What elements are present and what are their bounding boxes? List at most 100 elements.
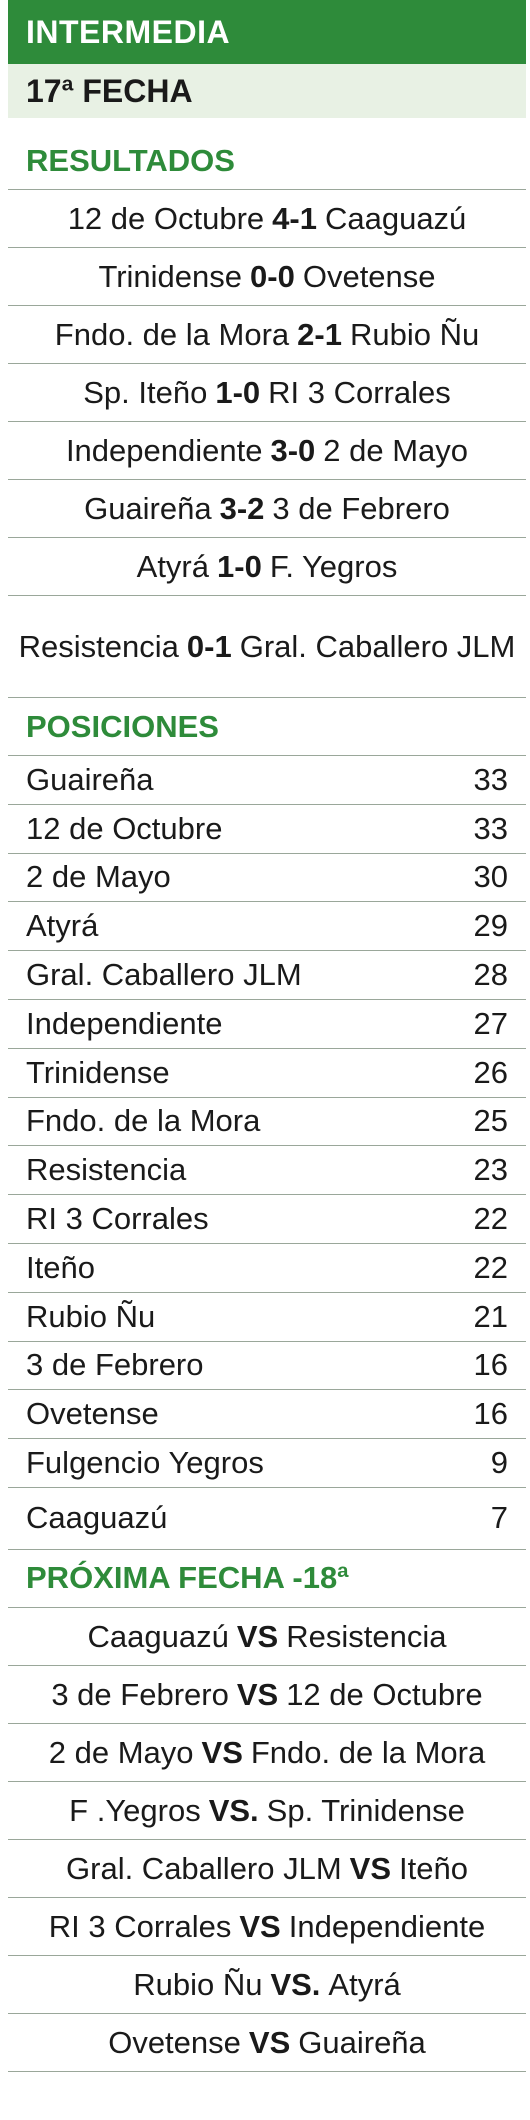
home-team: Caaguazú: [87, 1618, 229, 1654]
team-points: 22: [473, 1249, 508, 1285]
team-points: 22: [473, 1201, 508, 1237]
standings-table: Guaireña 33 12 de Octubre 33 2 de Mayo 30 Atyr…: [8, 756, 526, 1550]
fixture-row: 3 de Febrero VS 12 de Octubre: [8, 1666, 526, 1724]
away-team: RI 3 Corrales: [268, 374, 451, 410]
team-points: 33: [473, 810, 508, 846]
match-score: 3-2: [219, 490, 265, 526]
versus-label: VS.: [208, 1792, 259, 1828]
home-team: 12 de Octubre: [67, 200, 265, 236]
next-round-list: Caaguazú VS Resistencia 3 de Febrero VS 12 de…: [8, 1608, 526, 2072]
versus-label: VS: [236, 1618, 279, 1654]
standings-row: Fndo. de la Mora 25: [8, 1098, 526, 1147]
standings-row: Fulgencio Yegros 9: [8, 1439, 526, 1488]
match-score: 0-1: [186, 628, 232, 664]
away-team: 12 de Octubre: [286, 1676, 483, 1712]
team-name: Ovetense: [26, 1396, 159, 1432]
team-points: 29: [473, 908, 508, 944]
result-row: 12 de Octubre 4-1 Caaguazú: [8, 190, 526, 248]
standings-row: Guaireña 33: [8, 756, 526, 805]
home-team: Resistencia: [18, 628, 179, 664]
team-points: 30: [473, 859, 508, 895]
home-team: Ovetense: [108, 2024, 241, 2060]
team-name: 12 de Octubre: [26, 810, 223, 846]
home-team: Atyrá: [136, 548, 209, 584]
home-team: 2 de Mayo: [48, 1734, 194, 1770]
fixture-row: Rubio Ñu VS. Atyrá: [8, 1956, 526, 2014]
fixture-row: Caaguazú VS Resistencia: [8, 1608, 526, 1666]
team-name: Atyrá: [26, 908, 99, 944]
away-team: Resistencia: [286, 1618, 447, 1654]
versus-label: VS: [239, 1908, 281, 1944]
result-row: Guaireña 3-2 3 de Febrero: [8, 480, 526, 538]
away-team: Fndo. de la Mora: [250, 1734, 486, 1770]
standings-row: Resistencia 23: [8, 1146, 526, 1196]
team-points: 33: [473, 761, 508, 797]
result-row: Atyrá 1-0 F. Yegros: [8, 538, 526, 596]
team-points: 28: [473, 957, 508, 993]
next-round-title: PRÓXIMA FECHA -18ª: [8, 1550, 526, 1608]
standings-row: 12 de Octubre 33: [8, 805, 526, 854]
versus-label: VS: [236, 1676, 279, 1712]
versus-label: VS: [248, 2024, 291, 2060]
panel-title: INTERMEDIA: [8, 0, 526, 64]
team-points: 26: [473, 1054, 508, 1090]
standings-row: Atyrá 29: [8, 902, 526, 952]
home-team: Sp. Iteño: [83, 374, 208, 410]
away-team: Ovetense: [302, 258, 436, 294]
standings-row: Trinidense 26: [8, 1049, 526, 1098]
team-name: Caaguazú: [26, 1500, 168, 1536]
fixture-row: Gral. Caballero JLM VS Iteño: [8, 1840, 526, 1898]
team-name: 2 de Mayo: [26, 859, 171, 895]
standings-title: POSICIONES: [8, 698, 526, 756]
results-list: 12 de Octubre 4-1 Caaguazú Trinidense 0-0 Ove…: [8, 190, 526, 698]
team-name: 3 de Febrero: [26, 1347, 204, 1383]
away-team: 3 de Febrero: [272, 490, 450, 526]
standings-row: Independiente 27: [8, 1000, 526, 1049]
match-score: 4-1: [272, 200, 317, 236]
versus-label: VS.: [270, 1966, 321, 2002]
standings-row: Rubio Ñu 21: [8, 1293, 526, 1342]
away-team: Caaguazú: [324, 200, 467, 236]
team-points: 27: [473, 1005, 508, 1041]
round-label: 17ª FECHA: [8, 64, 526, 124]
standings-row: Ovetense 16: [8, 1390, 526, 1440]
match-score: 1-0: [217, 548, 262, 584]
match-score: 3-0: [270, 432, 316, 468]
standings-row: Iteño 22: [8, 1244, 526, 1293]
home-team: F .Yegros: [69, 1792, 201, 1828]
team-name: Iteño: [26, 1249, 95, 1285]
standings-row: 2 de Mayo 30: [8, 854, 526, 903]
match-score: 0-0: [250, 258, 295, 294]
versus-label: VS: [201, 1734, 243, 1770]
team-name: Guaireña: [26, 761, 154, 797]
away-team: Rubio Ñu: [349, 316, 480, 352]
home-team: RI 3 Corrales: [48, 1908, 232, 1944]
team-points: 25: [473, 1103, 508, 1139]
team-name: Fndo. de la Mora: [26, 1103, 261, 1139]
fixture-row: 2 de Mayo VS Fndo. de la Mora: [8, 1724, 526, 1782]
team-name: Trinidense: [26, 1054, 170, 1090]
team-points: 9: [490, 1445, 508, 1481]
away-team: 2 de Mayo: [323, 432, 469, 468]
away-team: Gral. Caballero JLM: [239, 628, 516, 664]
home-team: Fndo. de la Mora: [54, 316, 290, 352]
team-points: 7: [490, 1500, 508, 1536]
home-team: Rubio Ñu: [133, 1966, 263, 2002]
fixture-row: F .Yegros VS. Sp. Trinidense: [8, 1782, 526, 1840]
match-score: 1-0: [215, 374, 261, 410]
away-team: Atyrá: [328, 1966, 401, 2002]
standings-row: 3 de Febrero 16: [8, 1342, 526, 1391]
intermedia-panel: INTERMEDIA 17ª FECHA RESULTADOS 12 de Oc…: [8, 0, 526, 2072]
versus-label: VS: [349, 1850, 392, 1886]
team-name: Gral. Caballero JLM: [26, 957, 302, 993]
team-points: 16: [473, 1347, 508, 1383]
result-row: Fndo. de la Mora 2-1 Rubio Ñu: [8, 306, 526, 364]
team-points: 23: [473, 1152, 508, 1188]
home-team: Guaireña: [84, 490, 212, 526]
fixture-row: RI 3 Corrales VS Independiente: [8, 1898, 526, 1956]
result-row: Trinidense 0-0 Ovetense: [8, 248, 526, 306]
home-team: Gral. Caballero JLM: [66, 1850, 342, 1886]
standings-row: Gral. Caballero JLM 28: [8, 951, 526, 1000]
away-team: Independiente: [288, 1908, 486, 1944]
team-name: Rubio Ñu: [26, 1298, 156, 1334]
